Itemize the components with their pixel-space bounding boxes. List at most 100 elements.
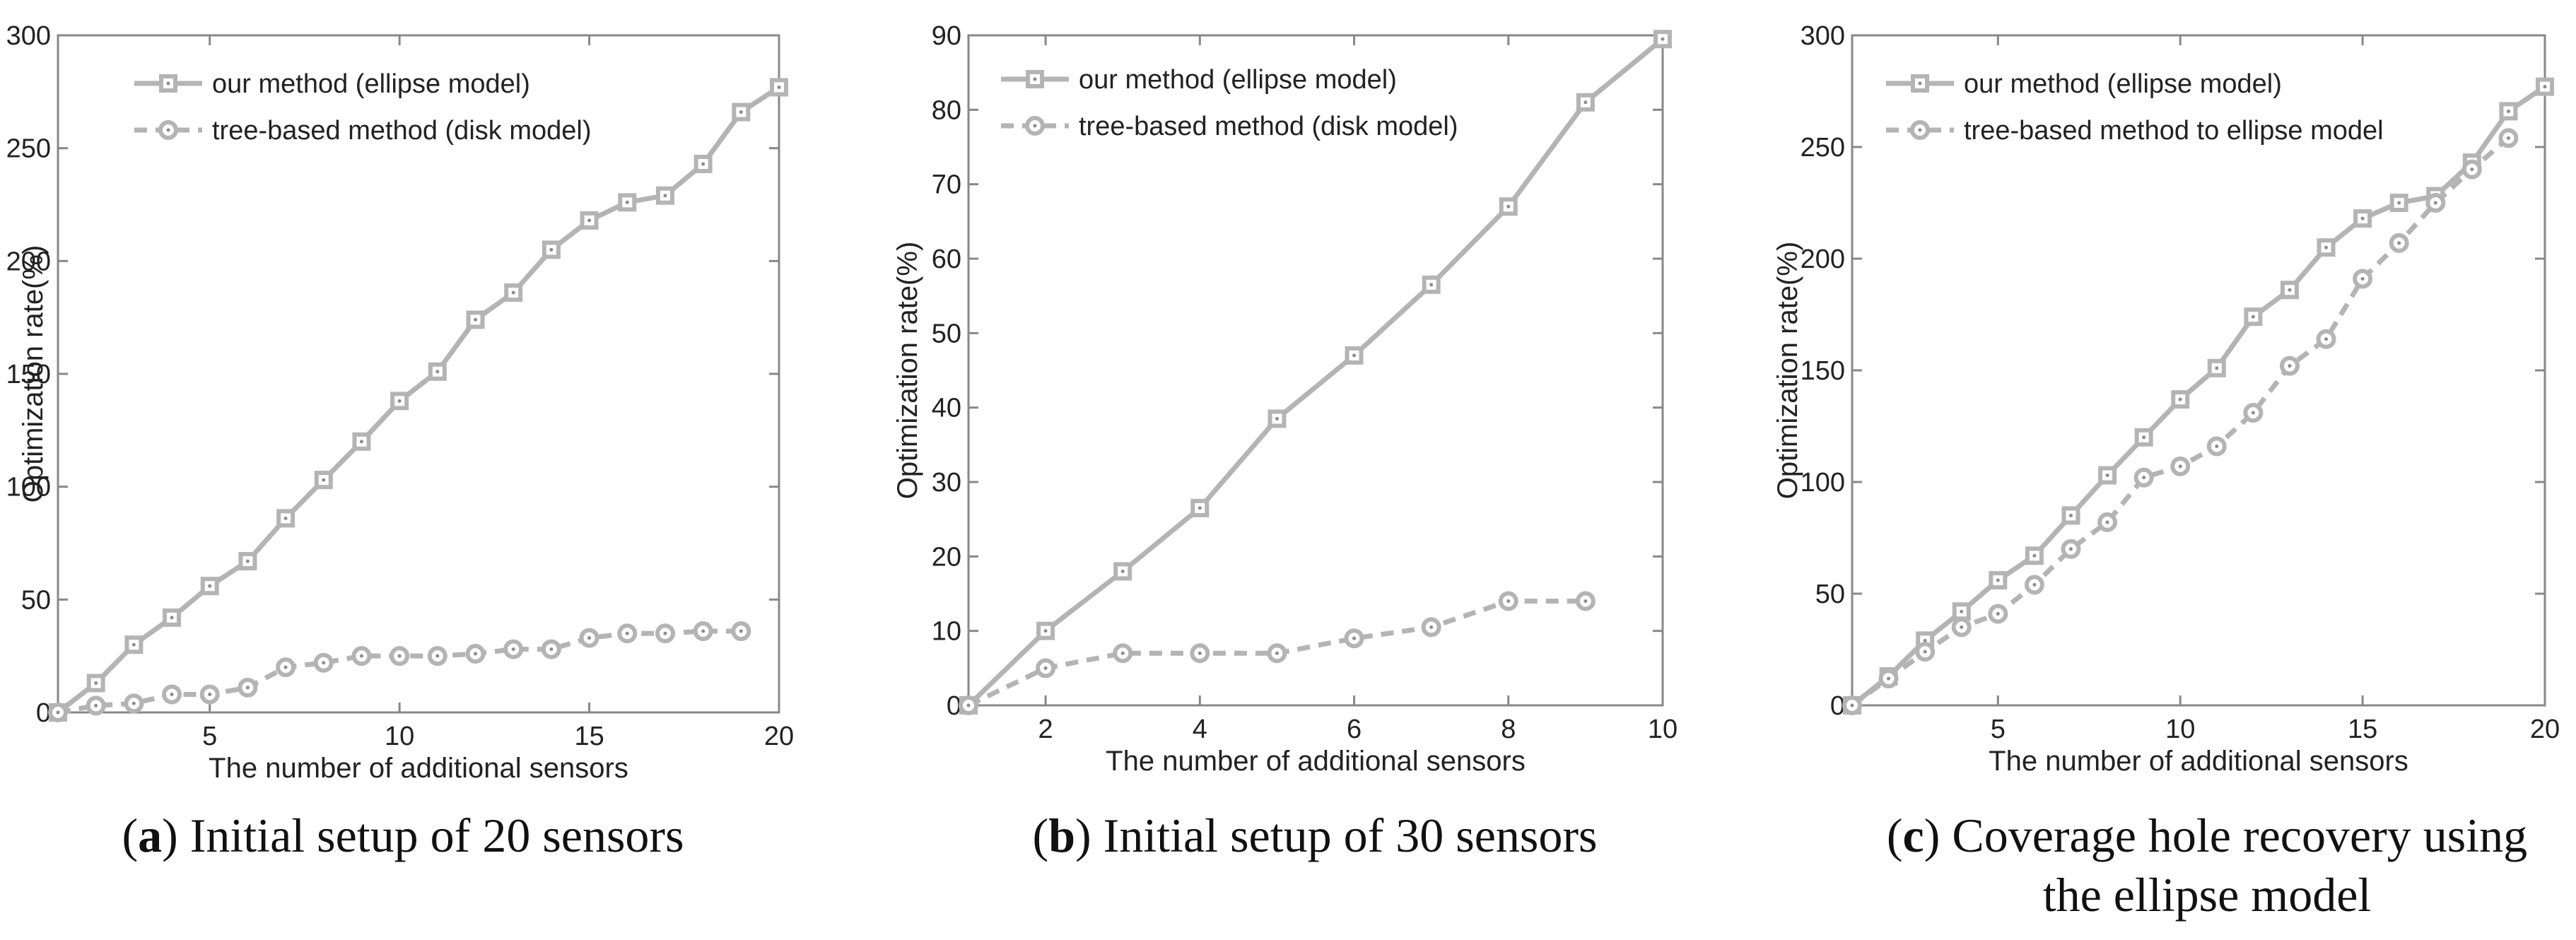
y-axis-title: Optimization rate(%) — [1772, 242, 1803, 500]
data-point-center — [1198, 651, 1202, 655]
data-point-center — [131, 701, 136, 705]
data-point-center — [397, 654, 402, 658]
data-point-center — [170, 692, 174, 696]
data-point-center — [549, 247, 554, 252]
data-point-center — [1275, 651, 1279, 655]
legend-marker-center — [1918, 128, 1922, 132]
data-point-center — [2105, 474, 2109, 478]
data-point-center — [1960, 609, 1964, 613]
data-point-center — [739, 110, 743, 114]
data-point-center — [208, 584, 212, 588]
legend-marker-center — [1918, 81, 1922, 86]
y-tick-label: 0 — [947, 691, 961, 721]
legend-label: our method (ellipse model) — [1079, 65, 1397, 95]
data-point-center — [1923, 650, 1927, 654]
data-point-center — [2324, 245, 2329, 249]
data-point-center — [2251, 315, 2255, 319]
y-tick-label: 0 — [36, 698, 51, 728]
data-point-center — [1996, 578, 2000, 582]
y-tick-label: 70 — [932, 170, 961, 200]
caption-label: a — [138, 809, 162, 862]
data-point-center — [663, 194, 667, 198]
data-point-center — [2288, 364, 2292, 368]
figure-caption: (c) Coverage hole recovery using — [1887, 809, 2527, 862]
figure-caption: (a) Initial setup of 20 sensors — [122, 809, 684, 862]
y-tick-label: 50 — [21, 585, 51, 615]
data-point-center — [549, 647, 554, 652]
y-tick-label: 250 — [6, 134, 51, 164]
data-point-center — [625, 200, 629, 204]
data-point-center — [208, 692, 212, 696]
caption-text-line2: the ellipse model — [2043, 868, 2372, 922]
data-point-center — [1583, 599, 1588, 604]
series-line-1 — [57, 628, 742, 715]
data-point-center — [2288, 288, 2292, 292]
y-tick-label: 10 — [932, 617, 961, 647]
data-point-center — [701, 162, 706, 166]
y-tick-label: 60 — [932, 245, 961, 274]
data-point-center — [739, 629, 743, 633]
data-point-center — [2543, 85, 2547, 89]
data-point-center — [777, 85, 781, 89]
y-tick-label: 100 — [6, 473, 51, 503]
caption-label: b — [1048, 809, 1075, 862]
x-tick-label: 10 — [385, 722, 414, 751]
caption-label: c — [1903, 809, 1924, 862]
data-point-center — [2105, 520, 2109, 524]
y-tick-label: 150 — [6, 360, 51, 389]
data-point-center — [2032, 582, 2037, 587]
legend: our method (ellipse model) tree-based met… — [134, 69, 591, 146]
data-point-center — [2251, 411, 2255, 415]
legend-label: tree-based method (disk model) — [1079, 112, 1458, 141]
figure-caption: (b) Initial setup of 30 sensors — [1033, 809, 1598, 862]
data-point-center — [1996, 611, 2000, 616]
data-point-center — [2215, 366, 2219, 370]
data-point-center — [1352, 353, 1357, 358]
data-point-center — [1043, 666, 1048, 670]
data-point-center — [359, 440, 363, 444]
y-tick-label: 300 — [6, 21, 51, 51]
data-point-center — [131, 642, 136, 647]
caption-paren-open: ( — [1887, 809, 1903, 862]
data-point-center — [322, 478, 326, 482]
data-point-center — [2178, 464, 2182, 469]
data-point-center — [1352, 636, 1357, 640]
x-tick-label: 15 — [2348, 715, 2377, 744]
data-point-center — [2360, 216, 2365, 221]
caption-paren-close: ) — [162, 809, 190, 862]
data-point-center — [94, 681, 98, 685]
data-point-center — [359, 654, 363, 658]
legend: our method (ellipse model) tree-based met… — [1886, 69, 2384, 146]
legend-marker-center — [1033, 124, 1037, 128]
y-tick-label: 20 — [932, 542, 961, 572]
y-tick-label: 80 — [932, 95, 961, 125]
data-point-center — [283, 516, 288, 520]
data-point-center — [435, 370, 440, 374]
data-point-center — [1960, 625, 1964, 629]
x-tick-label: 10 — [1648, 715, 1678, 744]
data-point-center — [663, 631, 667, 635]
caption-paren-close: ) — [1075, 809, 1103, 862]
x-tick-label: 5 — [1991, 715, 2006, 744]
data-point-center — [1923, 638, 1927, 642]
data-point-center — [701, 629, 706, 633]
legend-marker-center — [1033, 77, 1037, 81]
data-point-center — [625, 631, 629, 635]
data-point-center — [2324, 337, 2329, 341]
data-point-center — [1275, 416, 1279, 421]
x-tick-label: 5 — [202, 722, 217, 751]
x-tick-label: 2 — [1038, 715, 1053, 744]
data-point-center — [2433, 201, 2437, 205]
legend: our method (ellipse model) tree-based met… — [1001, 65, 1458, 141]
data-point-center — [474, 317, 478, 322]
y-tick-label: 0 — [1830, 691, 1845, 721]
x-tick-label: 4 — [1193, 715, 1207, 744]
data-point-center — [94, 703, 98, 707]
data-point-center — [1120, 651, 1125, 655]
data-point-center — [1429, 283, 1434, 287]
data-point-center — [511, 290, 515, 295]
y-tick-label: 250 — [1801, 133, 1845, 163]
data-point-center — [966, 703, 971, 707]
y-tick-label: 50 — [932, 319, 961, 348]
data-point-center — [245, 559, 250, 563]
